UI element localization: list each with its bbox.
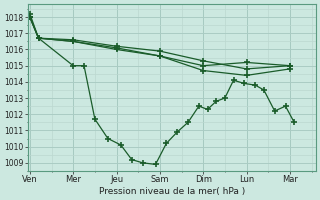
X-axis label: Pression niveau de la mer( hPa ): Pression niveau de la mer( hPa ) — [99, 187, 245, 196]
